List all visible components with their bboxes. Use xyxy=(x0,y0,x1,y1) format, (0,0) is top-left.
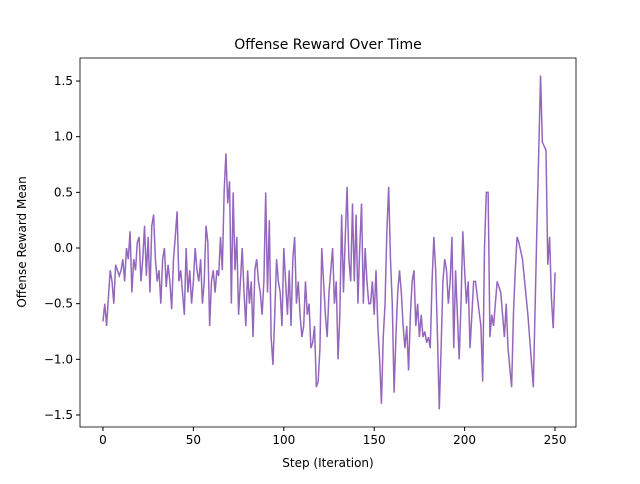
plot-frame xyxy=(79,57,577,428)
data-line xyxy=(102,75,556,410)
y-tick-label: −0.5 xyxy=(44,297,73,311)
x-tick-label: 200 xyxy=(453,433,476,447)
y-tick-label: −1.0 xyxy=(44,352,73,366)
x-axis-label: Step (Iteration) xyxy=(282,456,373,470)
x-tick-label: 250 xyxy=(544,433,567,447)
y-tick-label: 0.0 xyxy=(54,241,73,255)
y-tick-label: −1.5 xyxy=(44,408,73,422)
y-tick-label: 0.5 xyxy=(54,185,73,199)
chart-title: Offense Reward Over Time xyxy=(234,37,421,53)
x-tick-label: 150 xyxy=(363,433,386,447)
x-tick-label: 100 xyxy=(272,433,295,447)
y-tick-label: 1.0 xyxy=(54,130,73,144)
y-tick-label: 1.5 xyxy=(54,74,73,88)
x-tick-label: 0 xyxy=(99,433,107,447)
y-axis-label: Offense Reward Mean xyxy=(15,176,29,307)
x-tick-label: 50 xyxy=(186,433,201,447)
